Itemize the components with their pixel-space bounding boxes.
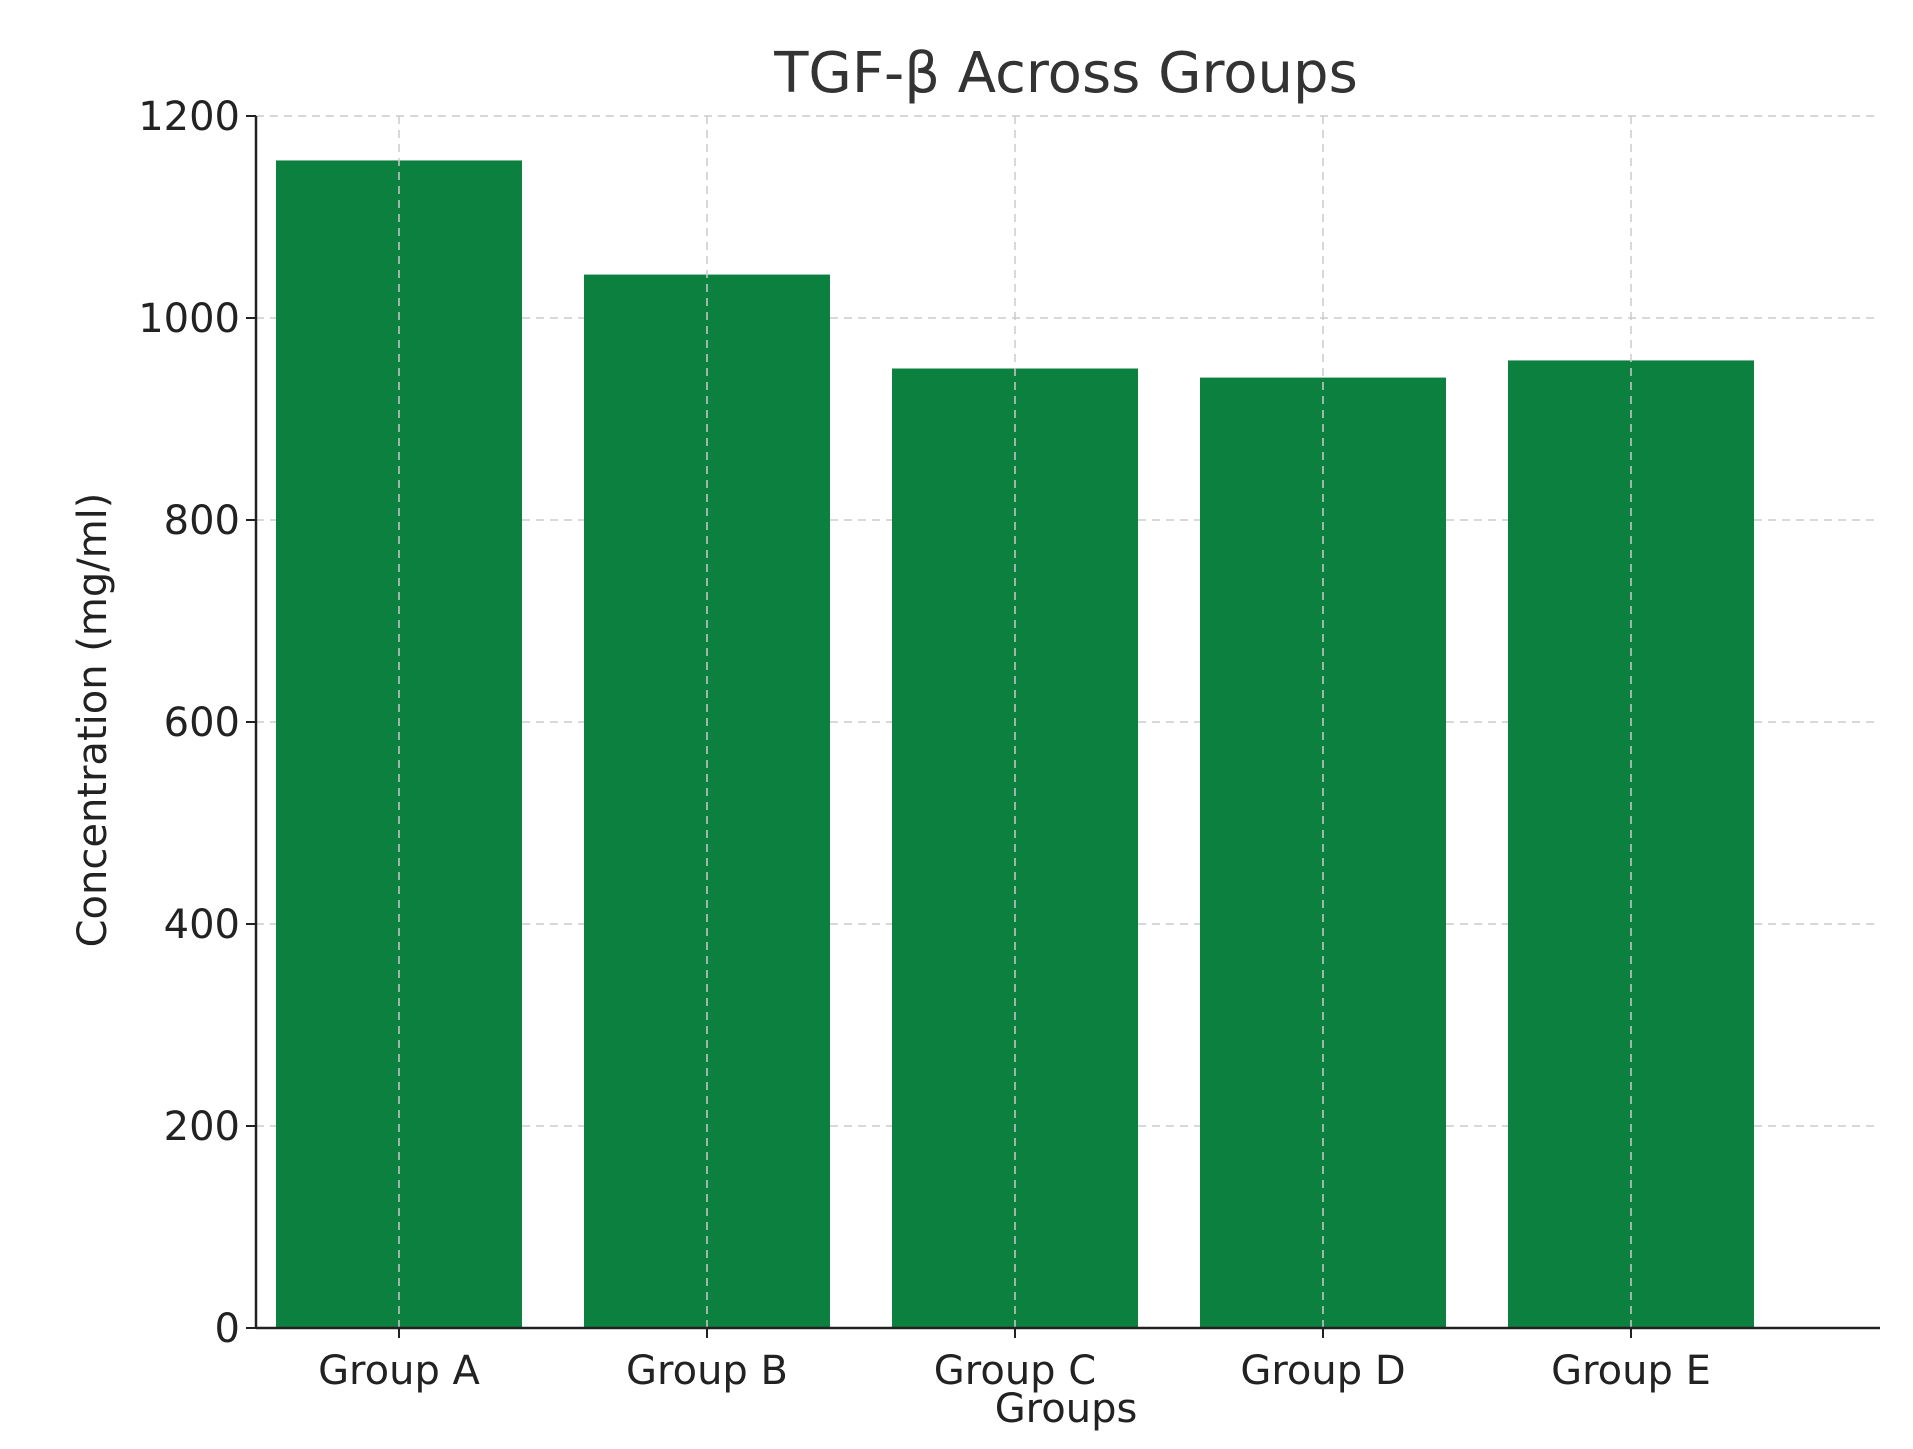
y-tick-label: 800 [164, 498, 240, 544]
x-tick-label: Group A [318, 1348, 480, 1394]
chart-title: TGF-β Across Groups [773, 41, 1358, 106]
x-tick-label: Group D [1240, 1348, 1405, 1394]
y-axis-label: Concentration (mg/ml) [70, 493, 116, 948]
y-tick-label: 400 [164, 902, 240, 948]
x-axis-label: Groups [995, 1386, 1138, 1432]
vertical-grid-lines [398, 116, 1632, 1328]
y-tick-label: 600 [164, 700, 240, 746]
x-axis-ticks: Group A Group B Group C Group D Group E [318, 1328, 1711, 1394]
y-tick-label: 1200 [138, 94, 240, 140]
x-tick-label: Group C [934, 1348, 1096, 1394]
y-tick-label: 200 [164, 1104, 240, 1150]
y-tick-label: 1000 [138, 296, 240, 342]
x-tick-label: Group B [626, 1348, 788, 1394]
y-tick-label: 0 [215, 1306, 240, 1352]
x-tick-label: Group E [1551, 1348, 1711, 1394]
y-axis-ticks: 0 200 400 600 800 1000 1200 [138, 94, 256, 1352]
